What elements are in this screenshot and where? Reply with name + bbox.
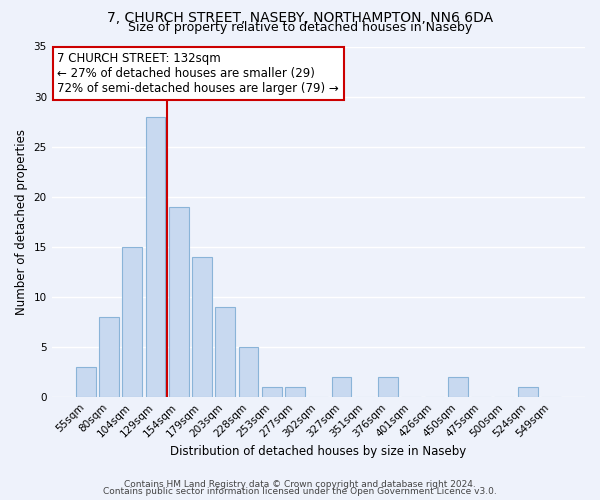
Bar [215,307,235,397]
Y-axis label: Number of detached properties: Number of detached properties [15,129,28,315]
Bar [262,387,282,397]
Bar [146,116,166,397]
Bar [448,377,468,397]
Bar [169,207,188,397]
Bar [76,367,95,397]
X-axis label: Distribution of detached houses by size in Naseby: Distribution of detached houses by size … [170,444,466,458]
Text: Size of property relative to detached houses in Naseby: Size of property relative to detached ho… [128,21,472,34]
Text: Contains HM Land Registry data © Crown copyright and database right 2024.: Contains HM Land Registry data © Crown c… [124,480,476,489]
Text: Contains public sector information licensed under the Open Government Licence v3: Contains public sector information licen… [103,487,497,496]
Text: 7, CHURCH STREET, NASEBY, NORTHAMPTON, NN6 6DA: 7, CHURCH STREET, NASEBY, NORTHAMPTON, N… [107,11,493,25]
Bar [122,247,142,397]
Bar [332,377,352,397]
Bar [378,377,398,397]
Bar [99,317,119,397]
Bar [518,387,538,397]
Bar [285,387,305,397]
Text: 7 CHURCH STREET: 132sqm
← 27% of detached houses are smaller (29)
72% of semi-de: 7 CHURCH STREET: 132sqm ← 27% of detache… [57,52,339,95]
Bar [192,257,212,397]
Bar [239,347,259,397]
